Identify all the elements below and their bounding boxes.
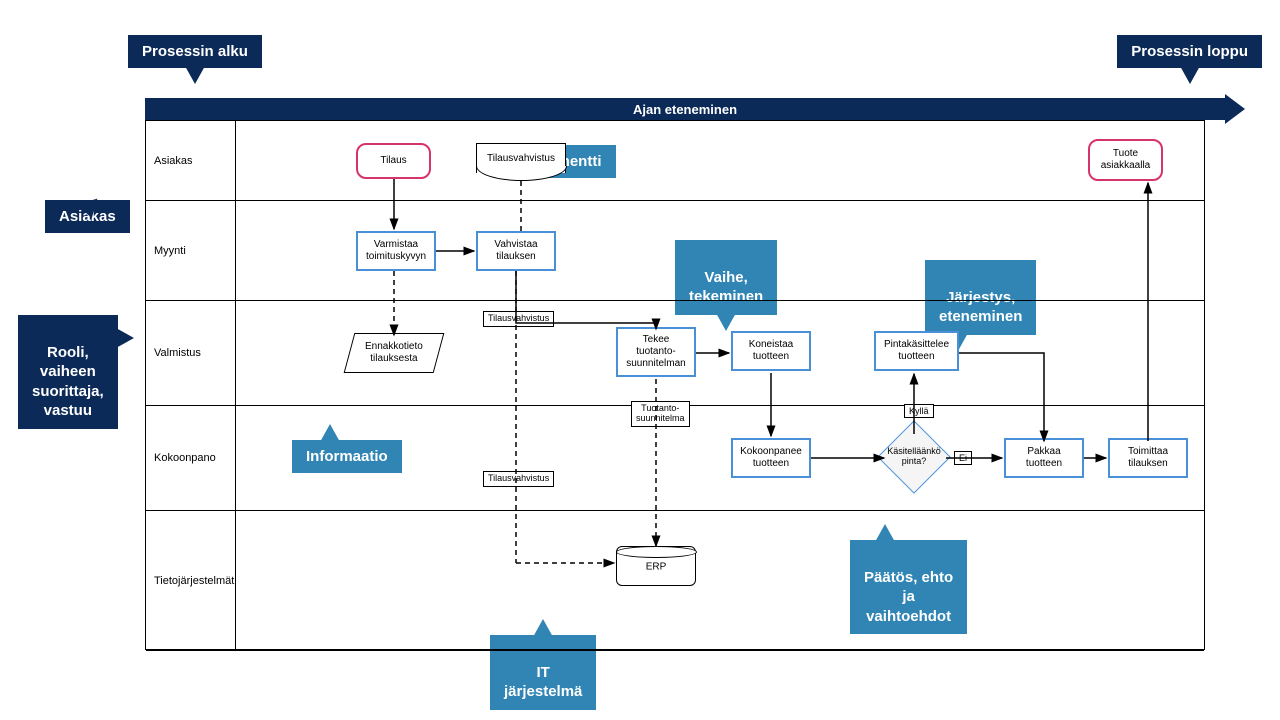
callout-end: Prosessin loppu [1117, 35, 1262, 68]
callout-role: Rooli, vaiheen suorittaja, vastuu [18, 315, 118, 429]
node-tilausvahvistus-doc: Tilausvahvistus [476, 143, 566, 173]
node-kokoonpanee: Kokoonpanee tuotteen [731, 438, 811, 478]
node-pintakasittelee: Pintakäsittelee tuotteen [874, 331, 959, 371]
lane-asiakas: Asiakas Tilaus Tilausvahvistus Tuote asi… [146, 121, 1204, 201]
callout-start: Prosessin alku [128, 35, 262, 68]
callout-customer: Asiakas [45, 200, 130, 233]
label-tilausvahvistus-1: Tilausvahvistus [483, 311, 554, 327]
lane-myynti: Myynti Varmistaa toimituskyvyn Vahvistaa… [146, 201, 1204, 301]
node-ennakkotieto: Ennakkotieto tilauksesta [344, 333, 445, 373]
timeline-label: Ajan eteneminen [633, 102, 737, 117]
lane-label-asiakas: Asiakas [146, 121, 236, 200]
lane-content-valmistus: Ennakkotieto tilauksesta Tilausvahvistus… [236, 301, 1204, 405]
node-erp: ERP [616, 546, 696, 586]
node-varmistaa: Varmistaa toimituskyvyn [356, 231, 436, 271]
lane-kokoonpano: Kokoonpano Tuotanto- suunnitelma Kokoonp… [146, 406, 1204, 511]
timeline-arrow: Ajan eteneminen [145, 98, 1225, 120]
lane-content-it: ERP [236, 511, 1204, 650]
node-vahvistaa: Vahvistaa tilauksen [476, 231, 556, 271]
label-kylla: Kyllä [904, 404, 934, 418]
label-tilausvahvistus-2: Tilausvahvistus [483, 471, 554, 487]
lane-label-myynti: Myynti [146, 201, 236, 300]
node-toimittaa: Toimittaa tilauksen [1108, 438, 1188, 478]
lane-content-myynti: Varmistaa toimituskyvyn Vahvistaa tilauk… [236, 201, 1204, 300]
lane-valmistus: Valmistus Ennakkotieto tilauksesta Tilau… [146, 301, 1204, 406]
swimlane-container: Asiakas Tilaus Tilausvahvistus Tuote asi… [145, 120, 1205, 650]
lane-label-it: Tietojärjestelmät [146, 511, 236, 650]
node-tilaus: Tilaus [356, 143, 431, 179]
label-tuotanto-suunnitelma: Tuotanto- suunnitelma [631, 401, 690, 427]
node-pakkaa: Pakkaa tuotteen [1004, 438, 1084, 478]
lane-label-valmistus: Valmistus [146, 301, 236, 405]
lane-content-asiakas: Tilaus Tilausvahvistus Tuote asiakkaalla [236, 121, 1204, 200]
node-tekee: Tekee tuotanto- suunnitelman [616, 327, 696, 377]
node-tuote-asiakkaalla: Tuote asiakkaalla [1088, 139, 1163, 181]
label-ei: Ei [954, 451, 972, 465]
node-diamond: Käsitelläänkö pinta? [877, 420, 951, 494]
lane-label-kokoonpano: Kokoonpano [146, 406, 236, 510]
lane-it: Tietojärjestelmät ERP [146, 511, 1204, 651]
lane-content-kokoonpano: Tuotanto- suunnitelma Kokoonpanee tuotte… [236, 406, 1204, 510]
node-koneistaa: Koneistaa tuotteen [731, 331, 811, 371]
